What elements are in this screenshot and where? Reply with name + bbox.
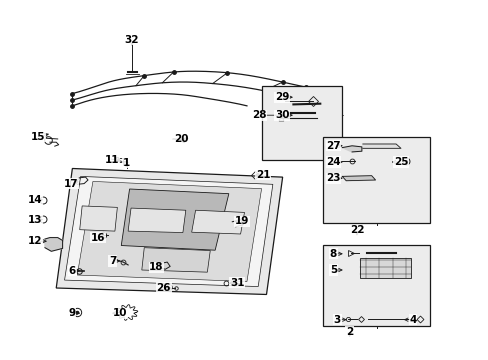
- Text: 19: 19: [234, 216, 249, 226]
- Text: 30: 30: [274, 110, 289, 120]
- Text: 7: 7: [108, 256, 116, 266]
- Text: 4: 4: [408, 315, 416, 325]
- Bar: [359, 258, 410, 278]
- Text: 1: 1: [122, 158, 129, 168]
- Polygon shape: [64, 176, 272, 287]
- Polygon shape: [191, 210, 244, 234]
- Text: 9: 9: [69, 308, 76, 318]
- Text: 11: 11: [105, 155, 120, 165]
- Text: 16: 16: [90, 233, 105, 243]
- Text: 2: 2: [346, 327, 352, 337]
- Text: 6: 6: [69, 266, 76, 276]
- Text: 14: 14: [28, 195, 42, 205]
- Text: 21: 21: [255, 170, 270, 180]
- Text: 29: 29: [274, 92, 289, 102]
- Polygon shape: [128, 208, 185, 233]
- Text: 10: 10: [112, 308, 127, 318]
- Text: 31: 31: [229, 278, 244, 288]
- Text: 22: 22: [349, 225, 364, 235]
- Text: 18: 18: [149, 262, 163, 272]
- Text: 13: 13: [28, 215, 42, 225]
- Polygon shape: [342, 146, 361, 152]
- Text: 5: 5: [329, 265, 336, 275]
- Bar: [322, 245, 429, 326]
- Polygon shape: [121, 189, 228, 250]
- Text: 23: 23: [325, 173, 340, 183]
- Text: 25: 25: [393, 157, 407, 167]
- Text: 27: 27: [325, 141, 340, 151]
- Text: 20: 20: [173, 134, 188, 144]
- Text: 26: 26: [156, 283, 171, 293]
- Polygon shape: [80, 206, 117, 231]
- Text: 17: 17: [63, 179, 78, 189]
- Text: 12: 12: [28, 236, 42, 246]
- Polygon shape: [342, 176, 375, 181]
- Text: 8: 8: [329, 249, 336, 259]
- Text: 28: 28: [251, 110, 266, 120]
- Bar: [261, 86, 342, 160]
- Bar: [322, 137, 429, 223]
- Text: 32: 32: [124, 35, 139, 45]
- Polygon shape: [45, 238, 62, 251]
- Polygon shape: [56, 168, 282, 294]
- Polygon shape: [77, 181, 261, 282]
- Text: 3: 3: [333, 315, 340, 325]
- Polygon shape: [142, 248, 210, 272]
- Polygon shape: [362, 144, 400, 148]
- Text: 15: 15: [31, 132, 45, 142]
- Text: 24: 24: [325, 157, 340, 167]
